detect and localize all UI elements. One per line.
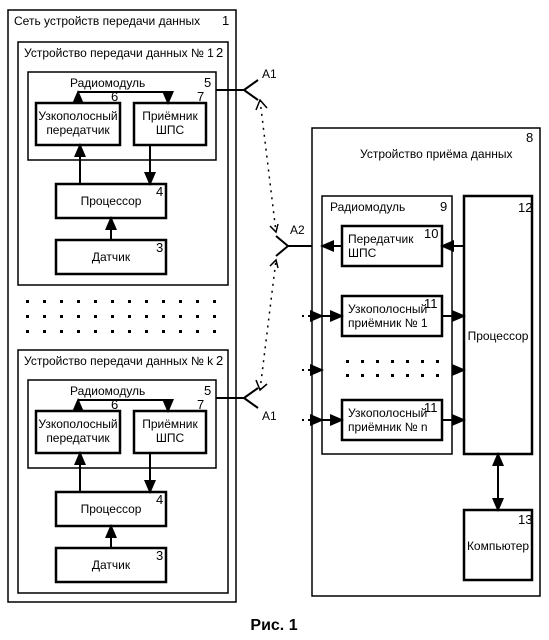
antenna-a2 — [276, 236, 288, 256]
txk-sensor-label: Датчик — [92, 558, 131, 572]
tx1-rx-l2: ШПС — [156, 123, 185, 137]
tx1-nb-l1: Узкополосный — [38, 109, 117, 123]
network-num: 1 — [222, 13, 229, 28]
txk-cpu-num: 4 — [156, 492, 163, 507]
rx-num: 8 — [526, 130, 533, 145]
rx-txshps-l1: Передатчик — [348, 232, 414, 246]
txk-rx-num: 7 — [197, 397, 204, 412]
network-title: Сеть устройств передачи данных — [14, 14, 200, 28]
txk-rx-l2: ШПС — [156, 431, 185, 445]
a2-label: A2 — [290, 223, 305, 237]
rx-txshps-num: 10 — [424, 226, 438, 241]
tx-device-1: Устройство передачи данных № 1 2 Радиомо… — [18, 42, 277, 285]
radio-link-k-ah — [270, 260, 278, 268]
rx-radio-num: 9 — [440, 199, 447, 214]
antenna-a1-k — [244, 388, 258, 408]
radio-link-1 — [260, 100, 276, 232]
rx-cpu — [464, 196, 532, 454]
rx-dots — [346, 360, 439, 377]
rx-device: Устройство приёма данных 8 Радиомодуль 9… — [300, 128, 540, 596]
tx1-rx-num: 7 — [197, 89, 204, 104]
txk-radio-num: 5 — [204, 383, 211, 398]
radio-link-k — [260, 260, 276, 390]
tx1-cpu-num: 4 — [156, 184, 163, 199]
txk-nb-l2: передатчик — [46, 431, 110, 445]
figure-caption: Рис. 1 — [250, 617, 297, 634]
rx-txshps-l2: ШПС — [348, 246, 377, 260]
rx-nb1-l2: приёмник № 1 — [348, 316, 428, 330]
radio-link-1-ah — [270, 224, 278, 232]
tx1-sensor-label: Датчик — [92, 250, 131, 264]
rx-computer-num: 13 — [518, 512, 532, 527]
tx1-radio-num: 5 — [204, 75, 211, 90]
rx-computer-label: Компьютер — [467, 539, 529, 553]
tx1-radio-label: Радиомодуль — [70, 76, 145, 90]
tx1-rx-l1: Приёмник — [142, 109, 198, 123]
txk-cpu-label: Процессор — [81, 502, 142, 516]
tx1-cpu-label: Процессор — [81, 194, 142, 208]
rx-title: Устройство приёма данных — [360, 147, 512, 161]
antenna-a1-1 — [244, 80, 258, 100]
txk-title: Устройство передачи данных № k — [24, 354, 214, 368]
rx-nb1-l1: Узкополосный — [348, 302, 427, 316]
txk-nb-l1: Узкополосный — [38, 417, 117, 431]
dot-matrix — [26, 300, 216, 333]
rx-nb1-num: 11 — [424, 296, 438, 311]
txk-radio-label: Радиомодуль — [70, 384, 145, 398]
txk-rx-l1: Приёмник — [142, 417, 198, 431]
tx1-nb-l2: передатчик — [46, 123, 110, 137]
rx-nbn-l2: приёмник № n — [348, 420, 428, 434]
a1-label-k: A1 — [262, 409, 277, 423]
txk-num: 2 — [216, 353, 223, 368]
rx-nbn-num: 11 — [424, 400, 438, 415]
rx-radio-label: Радиомодуль — [330, 200, 405, 214]
a1-label-1: A1 — [262, 67, 277, 81]
tx1-title: Устройство передачи данных № 1 — [24, 46, 214, 60]
tx-device-k: Устройство передачи данных № k 2 Радиомо… — [18, 350, 277, 593]
tx1-num: 2 — [216, 45, 223, 60]
rx-nbn-l1: Узкополосный — [348, 406, 427, 420]
txk-sensor-num: 3 — [156, 548, 163, 563]
tx1-sensor-num: 3 — [156, 240, 163, 255]
rx-cpu-num: 12 — [518, 200, 532, 215]
rx-cpu-label: Процессор — [468, 329, 529, 343]
